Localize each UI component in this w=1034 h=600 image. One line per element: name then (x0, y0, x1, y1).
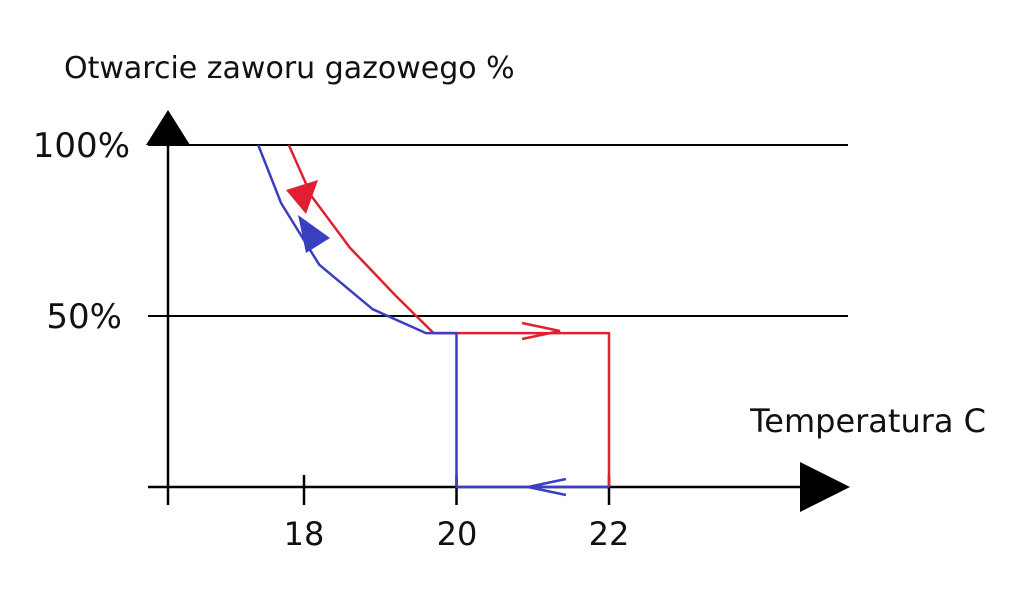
x-axis-title: Temperatura C (749, 402, 986, 440)
x-tick-label-22: 22 (589, 515, 630, 553)
blue-left-chevron (527, 477, 567, 497)
y-axis-title: Otwarcie zaworu gazowego % (64, 51, 515, 86)
y-axis-arrowhead (146, 110, 190, 145)
blue-up-arrowhead (298, 215, 330, 253)
y-tick-label-50: 50% (46, 297, 122, 337)
axes (146, 110, 850, 512)
gridlines (148, 144, 848, 317)
x-tick-label-18: 18 (284, 515, 325, 553)
y-tick-label-100: 100% (33, 126, 130, 166)
blue-series-line (257, 144, 609, 489)
red-down-arrowhead (286, 180, 318, 214)
direction-markers (286, 180, 567, 497)
x-tick-label-20: 20 (437, 515, 478, 553)
red-series-line (287, 144, 611, 487)
red-right-chevron (521, 321, 561, 341)
x-axis-arrowhead (800, 462, 850, 512)
